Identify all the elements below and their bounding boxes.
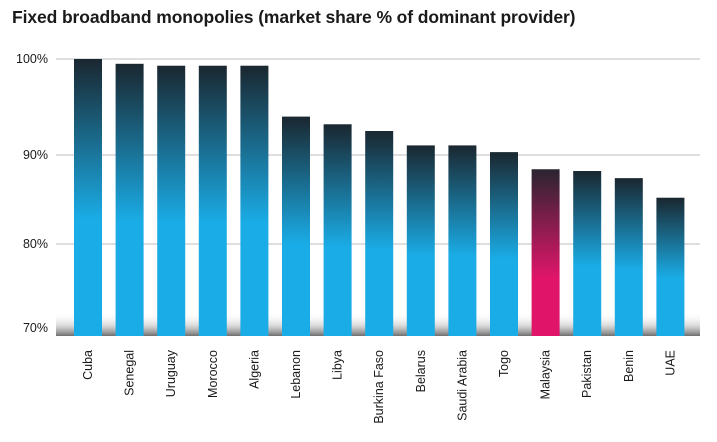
bar-togo [490,152,518,336]
y-tick-label: 100% [16,52,48,66]
bar-lebanon [282,116,310,336]
y-tick-label: 70% [23,321,48,335]
x-axis-labels: Cuba Senegal Uruguay Morocco Algeria Lebanon L… [81,349,677,423]
bar-algeria [240,65,269,336]
x-tick-label: Saudi Arabia [455,350,469,421]
x-tick-label: Burkina Faso [372,350,386,424]
bar-uae [656,197,685,336]
bar-morocco [198,65,227,336]
bar-libya [323,124,352,336]
x-tick-label: Benin [622,350,636,382]
bar-saudi-arabia [448,145,477,336]
y-tick-label: 90% [23,148,48,162]
chart-title: Fixed broadband monopolies (market share… [12,7,576,27]
x-tick-label: Uruguay [164,349,178,397]
y-axis-ticks: 100% 90% 80% 70% [16,52,48,335]
bar-pakistan [573,171,602,336]
x-tick-label: Cuba [81,350,95,380]
x-tick-label: Togo [497,350,511,377]
bar-benin [614,178,643,336]
y-tick-label: 80% [23,237,48,251]
bar-belarus [406,145,435,336]
bar-burkina-faso [365,131,394,336]
x-tick-label: Libya [331,350,345,380]
x-tick-label: Belarus [414,350,428,392]
bar-cuba [74,59,102,336]
x-tick-label: Malaysia [539,350,553,399]
x-tick-label: Pakistan [580,350,594,398]
x-tick-label: UAE [663,350,677,376]
bar-malaysia [531,169,560,336]
bar-uruguay [157,65,186,336]
bars [74,59,685,337]
x-tick-label: Senegal [123,350,137,396]
x-tick-label: Lebanon [289,350,303,399]
bar-senegal [115,63,144,337]
x-tick-label: Morocco [206,350,220,398]
x-tick-label: Algeria [247,350,261,389]
